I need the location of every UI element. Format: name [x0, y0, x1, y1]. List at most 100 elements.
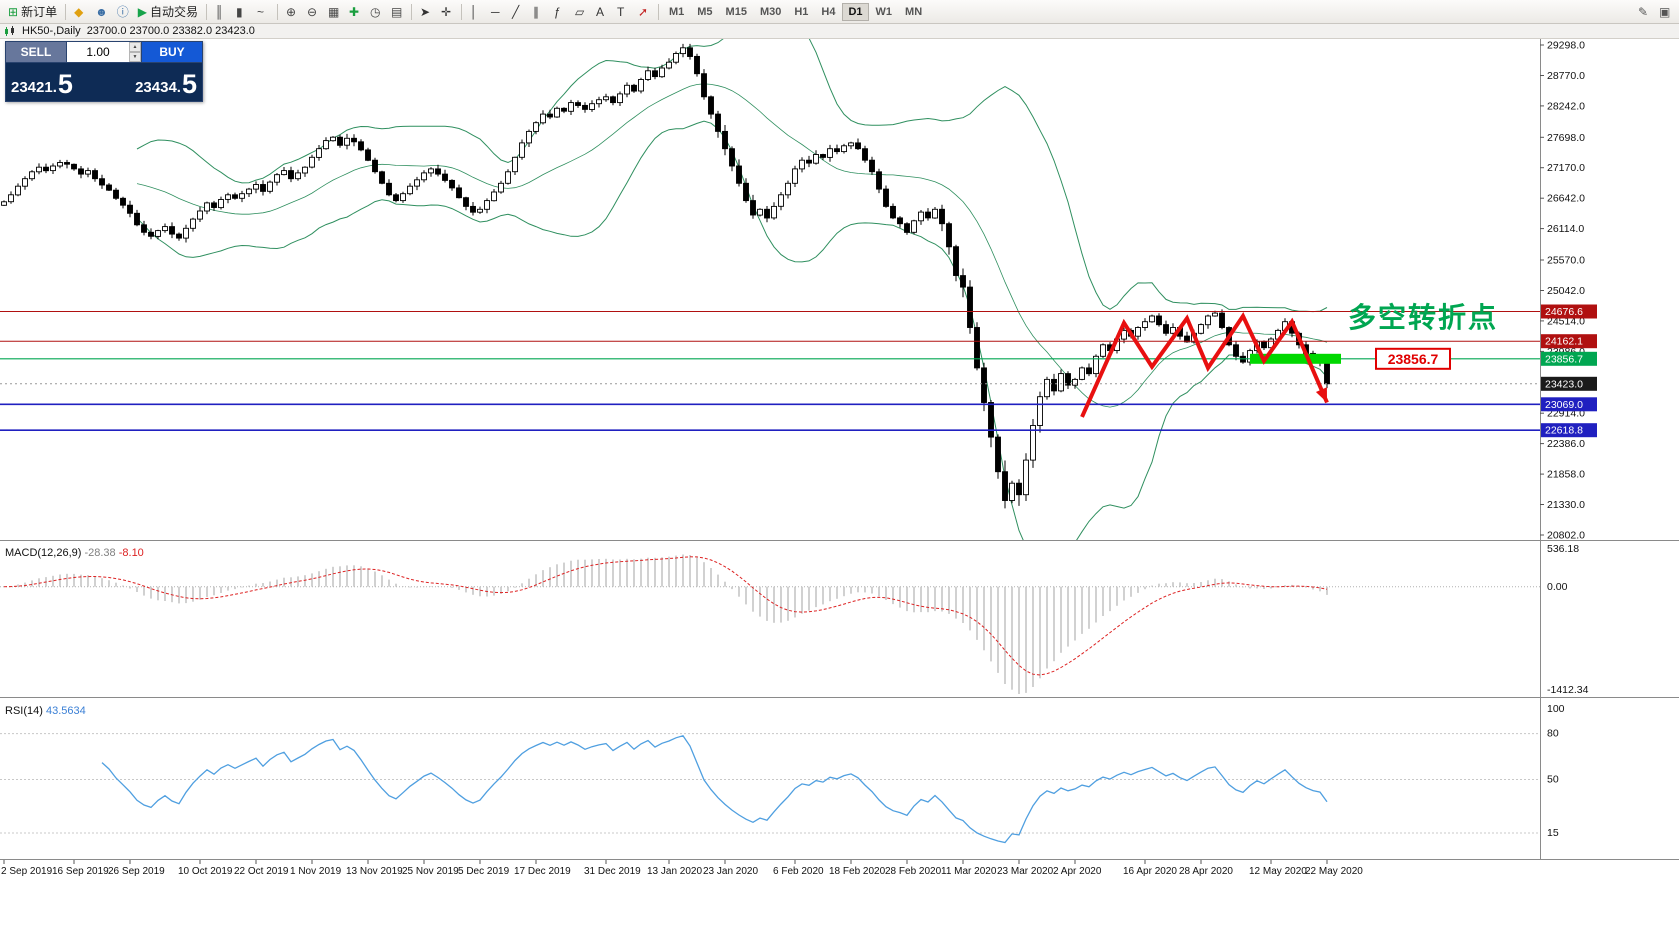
tile-windows-button[interactable]: ▦: [324, 2, 344, 22]
channel-button[interactable]: ∥: [529, 2, 549, 22]
svg-text:23 Jan 2020: 23 Jan 2020: [703, 866, 758, 877]
label-button[interactable]: T: [613, 2, 633, 22]
sell-price: 23421. 5: [6, 63, 104, 101]
timeframe-m15-button[interactable]: M15: [720, 3, 753, 21]
chart-properties-button[interactable]: ✎: [1634, 2, 1654, 22]
trend-zigzag-arrow[interactable]: [1080, 311, 1329, 418]
volume-spinner: ▲ ▼: [129, 42, 141, 62]
macd-label: MACD(12,26,9) -28.38 -8.10: [5, 547, 144, 559]
panel-splitters[interactable]: [0, 540, 1679, 860]
timeframe-m1-button[interactable]: M1: [663, 3, 690, 21]
svg-text:536.18: 536.18: [1547, 543, 1579, 555]
info-button[interactable]: ⓘ: [113, 2, 133, 22]
arrowhead: [1315, 387, 1327, 403]
market-watch-icon: ◆: [74, 4, 84, 19]
timeframe-w1-button[interactable]: W1: [870, 3, 899, 21]
support-zone-rectangle[interactable]: [1250, 353, 1341, 364]
tile-windows-icon: ▦: [327, 4, 340, 19]
ohlc-readout: 23700.0 23700.0 23382.0 23423.0: [86, 25, 255, 37]
svg-text:16 Apr 2020: 16 Apr 2020: [1123, 866, 1177, 877]
zoom-out-button[interactable]: ⊖: [303, 2, 323, 22]
volume-field[interactable]: 1.00 ▲ ▼: [67, 41, 141, 63]
rsi-label: RSI(14) 43.5634: [5, 705, 86, 717]
timeframe-mn-button[interactable]: MN: [899, 3, 928, 21]
svg-text:15: 15: [1547, 827, 1559, 839]
horizontal-line-icon: ─: [490, 4, 500, 19]
svg-text:5 Dec 2019: 5 Dec 2019: [458, 866, 510, 877]
macd-panel: [0, 554, 1540, 694]
timeframe-h4-button[interactable]: H4: [815, 3, 841, 21]
cursor-button[interactable]: ➤: [416, 2, 436, 22]
svg-text:12 May 2020: 12 May 2020: [1249, 866, 1307, 877]
level-price-label[interactable]: 23856.7: [1375, 347, 1451, 370]
shapes-icon: ▱: [574, 4, 585, 19]
fibonacci-button[interactable]: ƒ: [550, 2, 570, 22]
bar-chart-icon: ║: [214, 4, 224, 19]
svg-text:26114.0: 26114.0: [1547, 223, 1584, 235]
timeframe-h1-button[interactable]: H1: [788, 3, 814, 21]
periods-icon: ◷: [369, 4, 381, 19]
sell-button[interactable]: SELL: [5, 41, 67, 63]
symbol-timeframe-label: HK50-,Daily: [22, 25, 81, 37]
arrows-button[interactable]: ➚: [634, 2, 654, 22]
crosshair-icon: ✛: [440, 4, 452, 19]
svg-text:28 Feb 2020: 28 Feb 2020: [885, 866, 942, 877]
turning-point-annotation[interactable]: 多空转折点: [1348, 301, 1498, 333]
channel-icon: ∥: [532, 4, 539, 19]
svg-text:24162.1: 24162.1: [1545, 336, 1583, 348]
volume-value[interactable]: 1.00: [86, 45, 110, 59]
line-chart-button[interactable]: ~: [253, 2, 273, 22]
chart-title-bar: HK50-,Daily 23700.0 23700.0 23382.0 2342…: [0, 24, 1679, 39]
svg-text:80: 80: [1547, 728, 1559, 740]
toolbar-separator: [205, 3, 207, 20]
text-button[interactable]: A: [592, 2, 612, 22]
svg-text:22 May 2020: 22 May 2020: [1305, 866, 1363, 877]
date-axis[interactable]: 2 Sep 2019 16 Sep 2019 26 Sep 2019 10 Oct 2…: [1, 860, 1363, 877]
trendline-button[interactable]: ╱: [508, 2, 528, 22]
bar-chart-button[interactable]: ║: [211, 2, 231, 22]
accounts-button[interactable]: ☻: [91, 2, 112, 22]
level-lines[interactable]: [0, 311, 1540, 432]
periods-button[interactable]: ◷: [366, 2, 386, 22]
market-watch-button[interactable]: ◆: [70, 2, 90, 22]
indicators-button[interactable]: ✚: [345, 2, 365, 22]
crosshair-button[interactable]: ✛: [437, 2, 457, 22]
templates-icon: ▤: [390, 4, 403, 19]
volume-increase-button[interactable]: ▲: [129, 42, 141, 52]
horizontal-line-button[interactable]: ─: [487, 2, 507, 22]
pencil-icon: ✎: [1638, 4, 1649, 19]
docking-button[interactable]: ▣: [1655, 2, 1675, 22]
shapes-button[interactable]: ▱: [571, 2, 591, 22]
one-click-trading-panel: SELL 1.00 ▲ ▼ BUY 23421. 5 23434. 5: [5, 41, 203, 102]
autotrading-button-label: 自动交易: [149, 5, 198, 19]
zoom-in-button[interactable]: ⊕: [282, 2, 302, 22]
vertical-line-button[interactable]: │: [466, 2, 486, 22]
svg-text:11 Mar 2020: 11 Mar 2020: [941, 866, 997, 877]
new-order-button[interactable]: ⊞ 新订单: [4, 2, 61, 22]
templates-button[interactable]: ▤: [387, 2, 407, 22]
svg-text:23856.7: 23856.7: [1388, 351, 1439, 367]
volume-decrease-button[interactable]: ▼: [129, 52, 141, 62]
svg-text:23069.0: 23069.0: [1545, 399, 1583, 411]
info-icon: ⓘ: [116, 4, 129, 19]
svg-text:27170.0: 27170.0: [1547, 162, 1585, 174]
timeframe-m5-button[interactable]: M5: [691, 3, 718, 21]
svg-text:22386.0: 22386.0: [1547, 438, 1585, 450]
new-order-button-label: 新订单: [21, 5, 58, 19]
timeframe-d1-button[interactable]: D1: [842, 2, 869, 21]
svg-text:24676.6: 24676.6: [1545, 306, 1583, 318]
autotrading-button[interactable]: ▶ 自动交易: [134, 2, 202, 22]
chart-icon: [5, 25, 14, 36]
label-icon: T: [616, 4, 625, 19]
candle-chart-button[interactable]: ▮: [232, 2, 252, 22]
timeframe-m30-button[interactable]: M30: [754, 3, 787, 21]
vertical-line-icon: │: [469, 4, 478, 19]
svg-text:26 Sep 2019: 26 Sep 2019: [108, 866, 165, 877]
zoom-out-icon: ⊖: [306, 4, 318, 19]
bollinger-bands: [136, 38, 1328, 540]
buy-button[interactable]: BUY: [141, 41, 203, 63]
svg-text:21330.0: 21330.0: [1547, 499, 1585, 511]
main-toolbar: ⊞ 新订单 ◆ ☻ ⓘ ▶ 自动交易 ║ ▮ ~ ⊕ ⊖ ▦ ✚ ◷ ▤ ➤ ✛ │ ─ ╱ ∥ ƒ ▱ A T ➚ M1 M5 M15 M…: [0, 0, 1679, 24]
cursor-icon: ➤: [419, 4, 431, 19]
